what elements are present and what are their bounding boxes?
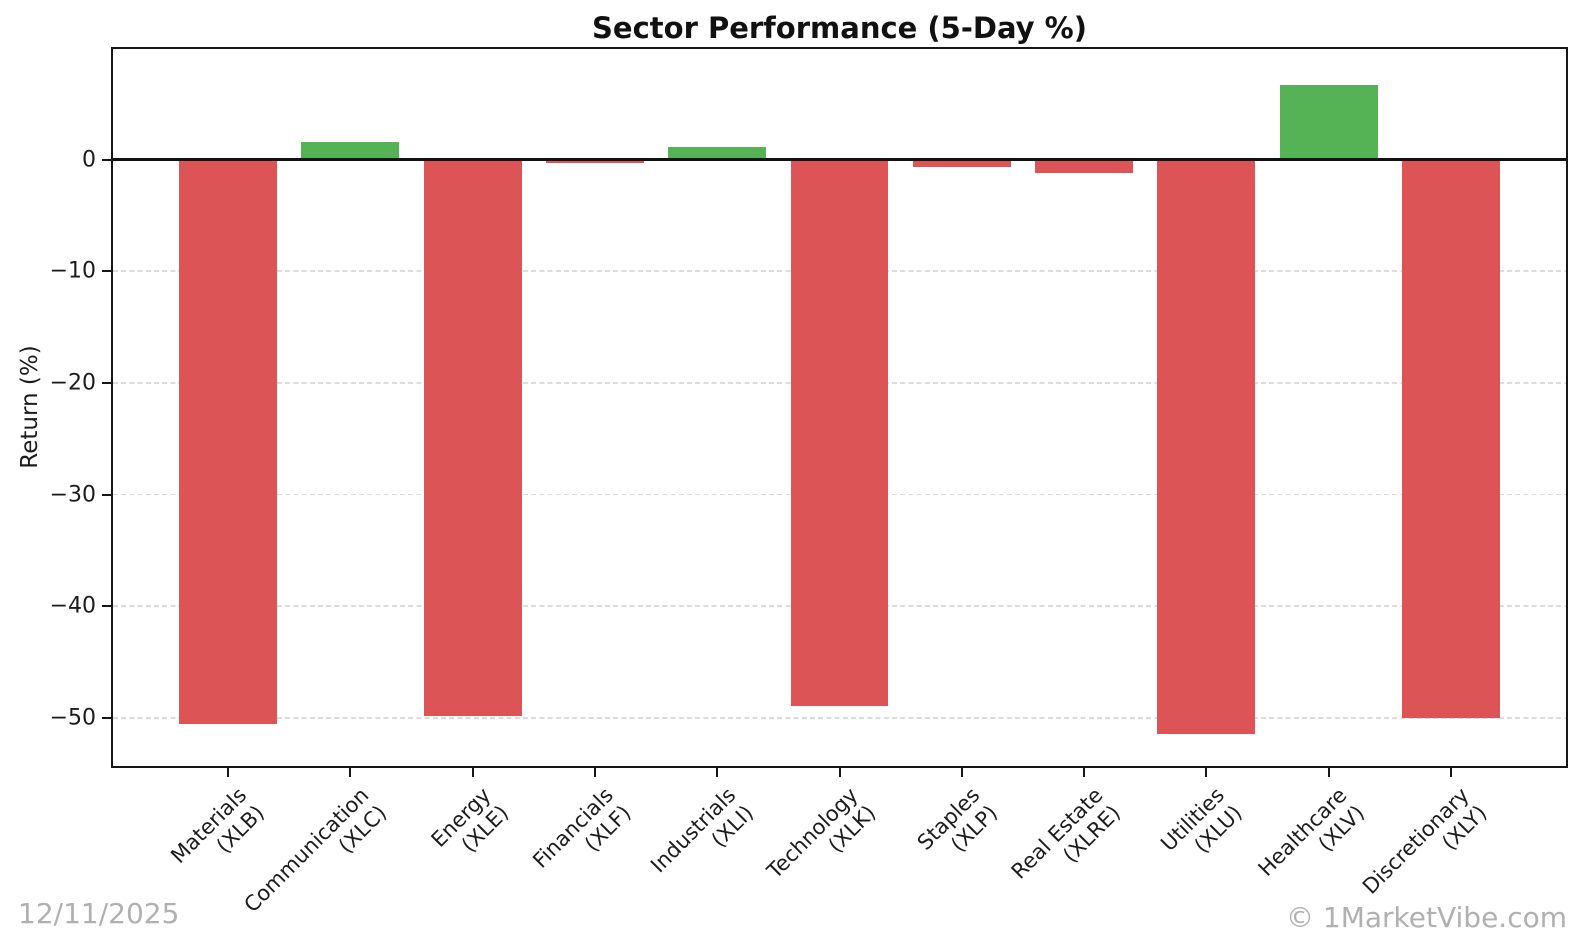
y-tick-mark	[102, 158, 111, 161]
date-watermark: 12/11/2025	[18, 897, 180, 930]
brand-watermark: © 1MarketVibe.com	[1286, 901, 1567, 934]
bar-xlp	[912, 159, 1011, 168]
x-tick-mark	[838, 768, 841, 777]
x-tick-mark	[471, 768, 474, 777]
bar-xlk	[790, 159, 889, 706]
bar-xli	[668, 147, 767, 160]
gridline	[113, 716, 1566, 719]
y-tick-label: −30	[49, 482, 96, 508]
chart-title: Sector Performance (5-Day %)	[592, 11, 1087, 45]
y-tick-label: −20	[49, 370, 96, 396]
x-tick-mark	[1327, 768, 1330, 777]
x-tick-label-text: Real Estate (XLRE)	[1006, 783, 1125, 884]
y-tick-label: −10	[49, 258, 96, 284]
x-tick-mark	[960, 768, 963, 777]
y-tick-mark	[102, 381, 111, 384]
y-tick-label: 0	[82, 147, 96, 173]
y-tick-label: −40	[49, 593, 96, 619]
bar-xlf	[545, 159, 644, 163]
x-tick-label-text: Staples (XLP)	[913, 783, 1003, 857]
bar-xlc	[301, 141, 400, 160]
x-tick-mark	[716, 768, 719, 777]
bar-xlb	[179, 159, 277, 724]
y-tick-mark	[102, 716, 111, 719]
bar-xlu	[1157, 159, 1256, 734]
bar-xlre	[1035, 159, 1134, 173]
bar-xlv	[1279, 84, 1378, 160]
x-tick-mark	[1083, 768, 1086, 777]
y-axis-label: Return (%)	[17, 345, 43, 469]
plot-area: 0 −10 −20 −30 −40 −50 Materials (XLB) Communica…	[50, 47, 1568, 917]
y-tick-mark	[102, 270, 111, 273]
y-tick-label: −50	[49, 705, 96, 731]
bar-xly	[1402, 159, 1500, 718]
x-tick-label-text: Financials (XLF)	[528, 783, 636, 873]
zero-line	[113, 158, 1566, 161]
x-tick-label-text: Industrials (XLI)	[645, 783, 758, 878]
x-tick-label-text: Healthcare (XLV)	[1253, 783, 1370, 881]
x-tick-label-text: Materials (XLB)	[165, 783, 269, 869]
x-tick-label-text: Communication (XLC)	[239, 783, 391, 918]
y-tick-mark	[102, 605, 111, 608]
x-tick-mark	[226, 768, 229, 777]
x-tick-label-text: Energy (XLE)	[426, 783, 514, 857]
x-tick-mark	[1450, 768, 1453, 777]
x-tick-mark	[593, 768, 596, 777]
x-tick-label-text: Utilities (XLU)	[1156, 783, 1247, 858]
x-tick-label-text: Technology (XLK)	[762, 783, 880, 884]
x-tick-mark	[1205, 768, 1208, 777]
y-tick-mark	[102, 493, 111, 496]
bar-xle	[423, 159, 522, 716]
x-tick-label-text: Discretionary (XLY)	[1358, 783, 1492, 899]
x-tick-mark	[349, 768, 352, 777]
